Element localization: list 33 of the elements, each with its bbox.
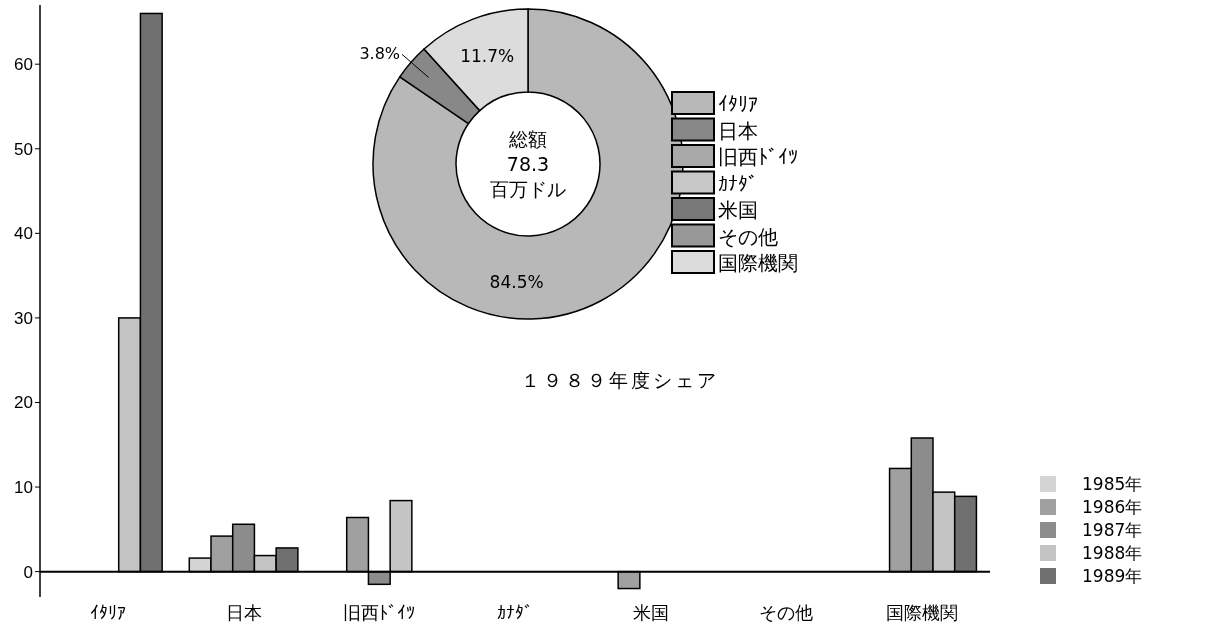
x-tick-label: 旧西ﾄﾞｲﾂ [343, 602, 416, 623]
x-tick-label: 米国 [632, 602, 669, 623]
legend-label: 1989年 [1082, 566, 1143, 586]
legend-label: ｲﾀﾘｱ [718, 92, 758, 116]
y-tick-label: 30 [14, 308, 33, 328]
x-tick-label: ｶﾅﾀﾞ [497, 602, 533, 623]
annotation: 百万ドル [490, 178, 566, 200]
annotation: 総額 [508, 128, 547, 150]
x-tick-label: 日本 [225, 602, 262, 623]
legend-label: 1985年 [1082, 474, 1143, 494]
legend-label: 旧西ﾄﾞｲﾂ [718, 145, 798, 169]
x-tick-label: ｲﾀﾘｱ [89, 602, 126, 623]
y-tick-label: 50 [14, 139, 33, 159]
x-tick-label: その他 [759, 602, 814, 623]
y-tick-label: 0 [23, 562, 33, 582]
y-tick-label: 60 [14, 55, 33, 75]
data-label: 11.7% [460, 46, 515, 67]
legend-label: 1988年 [1082, 543, 1143, 563]
y-tick-label: 40 [14, 224, 33, 244]
legend-label: 1987年 [1082, 520, 1143, 540]
legend-label: 国際機関 [718, 251, 798, 275]
data-label: 84.5% [489, 272, 544, 293]
annotation: 78.3 [506, 153, 550, 175]
y-tick-label: 20 [14, 393, 33, 413]
legend-label: ｶﾅﾀﾞ [718, 171, 758, 196]
legend-label: 米国 [718, 198, 758, 222]
legend-label: 1986年 [1082, 497, 1143, 517]
legend-label: 日本 [718, 118, 758, 143]
legend-label: その他 [718, 224, 778, 249]
data-label: 3.8% [359, 44, 401, 64]
x-tick-label: 国際機関 [886, 602, 959, 623]
text: １９８９年度シェア [521, 369, 719, 391]
y-tick-label: 10 [14, 478, 33, 498]
